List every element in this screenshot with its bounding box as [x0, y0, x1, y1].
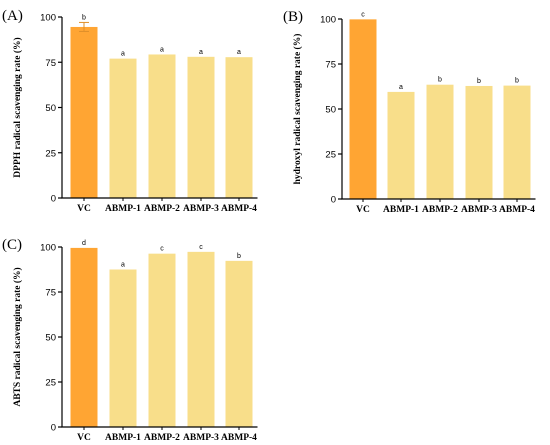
bar-abmp-3 — [465, 85, 493, 199]
bar-vc — [349, 19, 377, 199]
category-label: ABMP-2 — [144, 204, 180, 214]
panel-c: (C) ABTS radical scavenging rate (%) d VC a A… — [2, 237, 258, 443]
bar-vc — [70, 26, 98, 198]
significance-label: c — [199, 244, 203, 251]
y-axis-title: ABTS radical scavenging rate (%) — [12, 267, 23, 406]
significance-label: b — [515, 78, 519, 85]
significance-label: b — [237, 253, 241, 260]
y-tick-label: 0 — [331, 195, 336, 206]
category-label: ABMP-4 — [499, 205, 535, 215]
panel-b: (B) hydroxyl radical scavenging rate (%) c… — [283, 9, 536, 215]
category-label: ABMP-3 — [183, 433, 219, 443]
y-tick-label: 100 — [320, 15, 336, 26]
bar-vc — [70, 247, 98, 427]
y-tick-label: 75 — [45, 288, 56, 299]
y-tick-label: 25 — [45, 148, 56, 159]
y-tick-label: 25 — [45, 378, 56, 389]
y-tick-label: 0 — [51, 194, 56, 205]
significance-label: a — [199, 49, 203, 56]
bar-abmp-2 — [148, 253, 176, 427]
significance-label: b — [477, 78, 481, 85]
bar-abmp-1 — [387, 91, 415, 199]
category-label: VC — [356, 205, 370, 215]
significance-label: a — [121, 51, 125, 58]
bar-abmp-2 — [148, 54, 176, 199]
panel-label: (A) — [2, 8, 23, 24]
y-tick-label: 50 — [325, 105, 336, 116]
category-label: ABMP-3 — [183, 204, 219, 214]
axes — [61, 247, 258, 428]
category-label: ABMP-1 — [105, 433, 141, 443]
bar-abmp-2 — [426, 84, 454, 199]
category-label: ABMP-4 — [221, 204, 257, 214]
y-tick-label: 50 — [45, 103, 56, 114]
category-label: ABMP-3 — [461, 205, 497, 215]
significance-label: a — [237, 49, 241, 56]
y-tick-label: 75 — [45, 58, 56, 69]
category-label: ABMP-1 — [383, 205, 419, 215]
y-tick-label: 0 — [51, 423, 56, 434]
y-tick-label: 75 — [325, 60, 336, 71]
significance-label: c — [361, 11, 365, 18]
axes — [61, 17, 258, 199]
significance-label: d — [82, 240, 86, 247]
axes — [341, 19, 536, 200]
significance-label: a — [160, 46, 164, 53]
category-label: ABMP-4 — [221, 433, 257, 443]
significance-label: b — [438, 77, 442, 84]
category-label: ABMP-2 — [422, 205, 458, 215]
y-tick-label: 25 — [325, 150, 336, 161]
category-label: VC — [77, 433, 91, 443]
y-tick-label: 50 — [45, 333, 56, 344]
panel-a: (A) DPPH radical scavenging rate (%) b VC a A… — [2, 8, 258, 214]
significance-label: b — [82, 14, 86, 21]
y-tick-label: 100 — [40, 13, 56, 24]
significance-label: a — [399, 84, 403, 91]
bar-abmp-1 — [109, 58, 137, 198]
bar-abmp-4 — [503, 85, 531, 199]
bar-abmp-1 — [109, 269, 137, 427]
significance-label: c — [160, 246, 164, 253]
y-tick-label: 100 — [40, 243, 56, 254]
bar-abmp-3 — [187, 56, 215, 198]
panel-label: (B) — [283, 9, 303, 25]
y-axis-title: DPPH radical scavenging rate (%) — [12, 37, 23, 177]
significance-label: a — [121, 262, 125, 269]
bar-abmp-4 — [225, 260, 253, 427]
category-label: VC — [77, 204, 91, 214]
panel-label: (C) — [2, 237, 22, 253]
bar-abmp-3 — [187, 251, 215, 427]
bar-abmp-4 — [225, 57, 253, 198]
category-label: ABMP-1 — [105, 204, 141, 214]
y-axis-title: hydroxyl radical scavenging rate (%) — [292, 34, 303, 185]
category-label: ABMP-2 — [144, 433, 180, 443]
